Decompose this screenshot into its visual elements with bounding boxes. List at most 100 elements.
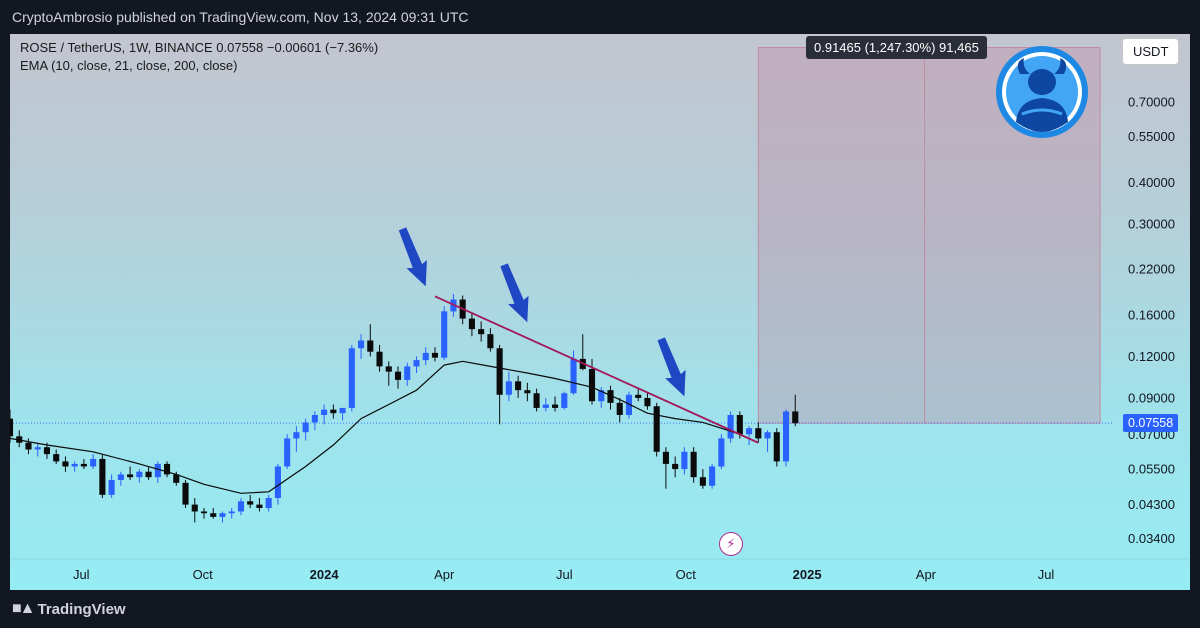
candle-body — [727, 414, 734, 439]
ema-legend[interactable]: EMA (10, close, 21, close, 200, close) — [20, 58, 238, 73]
candle-body — [330, 409, 337, 414]
candle-body — [773, 432, 780, 462]
candle-body — [616, 402, 623, 415]
candle-body — [228, 511, 235, 514]
candle-body — [792, 411, 799, 424]
candle-body — [302, 422, 309, 433]
candle-body — [10, 418, 14, 437]
down-arrow-icon — [398, 227, 427, 287]
candle-body — [62, 461, 69, 467]
candle-body — [764, 432, 771, 439]
candle-body — [422, 352, 429, 361]
tradingview-brand[interactable]: ■▲ TradingView — [12, 600, 126, 618]
y-tick-label: 0.16000 — [1128, 307, 1175, 322]
candle-body — [164, 463, 171, 475]
candle-body — [394, 371, 402, 380]
publisher-line: CryptoAmbrosio published on TradingView.… — [12, 9, 469, 25]
x-tick-label: Jul — [1038, 567, 1055, 582]
candle-body — [71, 463, 78, 467]
chart-panel[interactable]: 0.70000 0.55000 0.40000 0.30000 0.22000 0.160… — [10, 34, 1190, 590]
candle-body — [524, 390, 531, 394]
candle-body — [367, 340, 374, 352]
y-tick-label: 0.04300 — [1128, 497, 1175, 512]
candle-body — [552, 404, 559, 408]
x-tick-label: Apr — [434, 567, 455, 582]
currency-button[interactable]: USDT — [1122, 38, 1180, 65]
down-arrow-icon — [657, 337, 686, 397]
y-tick-label: 0.40000 — [1128, 175, 1175, 190]
x-tick-label: 2025 — [793, 567, 822, 582]
resistance-trendline — [434, 295, 759, 444]
candle-body — [348, 348, 355, 408]
candle-body — [561, 393, 568, 408]
candle-body — [653, 406, 660, 452]
candle-body — [117, 474, 124, 480]
candle-body — [709, 466, 716, 486]
candle-body — [154, 463, 161, 478]
candle-body — [782, 411, 790, 462]
bottom-bar — [0, 592, 1200, 628]
candle-body — [136, 471, 143, 478]
x-tick-label: Oct — [676, 567, 697, 582]
candle-body — [90, 458, 97, 467]
y-tick-label: 0.70000 — [1128, 94, 1175, 109]
candle-body — [34, 447, 41, 450]
y-tick-label: 0.03400 — [1128, 531, 1175, 546]
candle-body — [478, 329, 485, 335]
candle-body — [191, 504, 198, 512]
candle-body — [699, 477, 706, 486]
x-tick-label: Jul — [73, 567, 90, 582]
y-tick-label: 0.30000 — [1128, 217, 1175, 232]
candle-body — [274, 466, 281, 499]
y-tick-label: 0.12000 — [1128, 349, 1175, 364]
y-tick-label: 0.55000 — [1128, 129, 1175, 144]
target-tooltip: 0.91465 (1,247.30%) 91,465 — [806, 35, 987, 59]
candle-body — [607, 390, 614, 403]
candle-body — [746, 428, 753, 435]
candle-body — [311, 414, 318, 423]
y-tick-label: 0.05500 — [1128, 462, 1175, 477]
x-tick-label: Apr — [916, 567, 937, 582]
candle-body — [108, 479, 115, 495]
lightning-bolt-icon[interactable]: ⚡ — [719, 532, 743, 556]
candle-body — [570, 358, 577, 394]
candle-body — [219, 513, 226, 517]
candle-body — [431, 352, 439, 358]
candle-body — [496, 348, 503, 395]
candle-body — [265, 498, 272, 508]
x-tick-label: Jul — [556, 567, 573, 582]
candle-body — [515, 381, 522, 391]
candle-body — [487, 334, 494, 349]
candle-body — [413, 360, 420, 367]
last-price-label: 0.07558 — [1123, 414, 1179, 433]
candle-body — [598, 390, 605, 402]
candle-body — [505, 381, 512, 395]
candle-body — [293, 432, 300, 439]
y-tick-label: 0.22000 — [1128, 261, 1175, 276]
symbol-legend[interactable]: ROSE / TetherUS, 1W, BINANCE 0.07558 −0.… — [20, 40, 379, 55]
candle-body — [321, 409, 328, 415]
candle-body — [662, 451, 669, 464]
x-tick-label: 2024 — [310, 567, 340, 582]
candle-body — [385, 366, 392, 372]
top-bar: CryptoAmbrosio published on TradingView.… — [0, 0, 1200, 34]
candle-body — [256, 504, 263, 508]
candle-body — [99, 458, 106, 495]
candle-body — [127, 474, 134, 478]
candle-body — [247, 501, 254, 505]
candle-body — [173, 474, 180, 483]
candle-body — [468, 318, 475, 330]
candle-body — [533, 393, 540, 408]
down-arrow-icon — [500, 263, 529, 323]
candle-body — [736, 414, 743, 435]
candle-body — [404, 366, 411, 380]
candle-body — [339, 407, 346, 414]
candle-body — [755, 428, 762, 439]
candle-body — [80, 463, 87, 467]
candle-body — [690, 451, 697, 478]
y-tick-label: 0.09000 — [1128, 390, 1175, 405]
candle-body — [441, 311, 448, 358]
candle-body — [625, 394, 633, 415]
candle-body — [635, 394, 642, 398]
candle-body — [237, 501, 245, 512]
